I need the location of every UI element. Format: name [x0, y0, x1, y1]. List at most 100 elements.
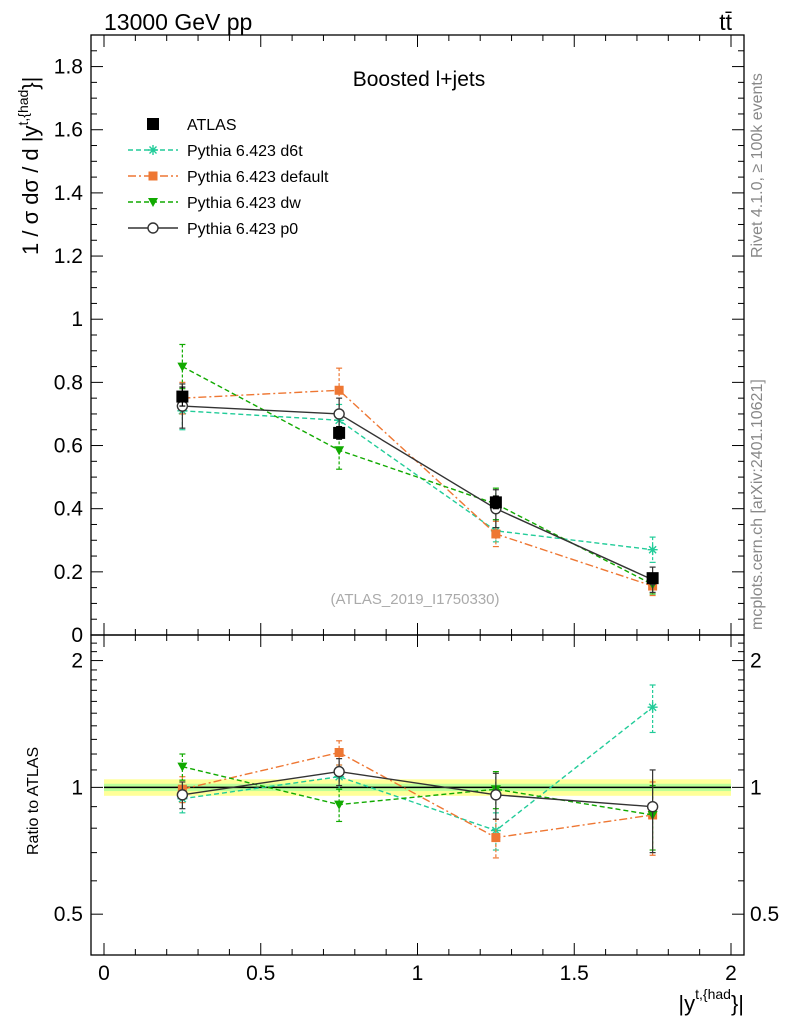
legend-entry: Pythia 6.423 d6t: [128, 143, 303, 160]
marker-shape: [333, 408, 345, 420]
ratio-point: [334, 800, 345, 810]
y-axis-label-main: 1 / σ dσ / d |yt,{had}|: [15, 77, 43, 255]
ratio-point: [490, 789, 502, 801]
x-tick-label: 0: [98, 962, 110, 985]
marker-shape: [177, 362, 188, 372]
ratio-tick-label-right: 0.5: [750, 903, 779, 926]
analysis-id: (ATLAS_2019_I1750330): [330, 591, 499, 608]
y-tick-label: 1.4: [54, 182, 84, 205]
ratio-series-3: [176, 758, 659, 854]
chart-title: Boosted l+jets: [353, 68, 486, 91]
main-panel-axes: 0 0.2 0.4 0.6 0.8 1 1.2 1.4 1.6 1.8: [54, 34, 745, 647]
legend-marker: [148, 145, 158, 155]
legend-label: Pythia 6.423 dw: [187, 195, 301, 212]
x-tick-label: 0.5: [246, 962, 275, 985]
y-tick-label: 0: [71, 624, 83, 647]
legend-label: Pythia 6.423 p0: [187, 221, 298, 238]
atlas-data-point: [646, 572, 659, 585]
x-axis-label: |yt,{had}|: [678, 986, 744, 1016]
series-line: [182, 410, 653, 551]
ratio-tick-label-left: 1: [71, 776, 83, 799]
marker-shape: [176, 789, 189, 801]
atlas-data-point: [176, 390, 189, 403]
mcplots-label: mcplots.cern.ch [arXiv:2401.10621]: [749, 379, 766, 630]
marker-shape: [334, 748, 344, 758]
legend-entry: Pythia 6.423 default: [128, 169, 329, 186]
atlas-data: [176, 386, 659, 585]
series-line: [182, 389, 653, 587]
y-tick-label: 0.2: [54, 561, 83, 584]
rivet-label: Rivet 4.1.0, ≥ 100k events: [749, 73, 766, 258]
x-axis-label-end: }|: [731, 991, 744, 1016]
legend-marker: [147, 118, 159, 130]
ratio-tick-label-left: 2: [71, 650, 83, 673]
x-tick-label: 1: [412, 962, 424, 985]
data-point: [334, 385, 344, 395]
marker-shape: [334, 800, 345, 810]
process-label: tt̄: [719, 9, 732, 35]
ratio-point: [333, 765, 345, 778]
series-2: [177, 343, 658, 595]
ratio-tick-label-right: 1: [750, 776, 762, 799]
legend-entry: Pythia 6.423 dw: [128, 195, 301, 212]
atlas-data-point: [489, 496, 502, 509]
legend-label: Pythia 6.423 d6t: [187, 143, 303, 160]
ratio-series-1: [177, 740, 658, 859]
ratio-line: [182, 770, 653, 808]
x-tick-label: 1.5: [560, 962, 589, 985]
marker-shape: [147, 222, 159, 234]
atlas-data-point: [333, 426, 346, 439]
legend-marker: [147, 222, 159, 234]
marker-shape: [334, 446, 345, 456]
y-tick-label: 1.8: [54, 56, 83, 79]
marker-shape: [148, 171, 158, 181]
energy-label: 13000 GeV pp: [104, 9, 252, 35]
data-point: [177, 362, 188, 372]
y-tick-label: 1.6: [54, 119, 83, 142]
ratio-line: [182, 765, 653, 816]
marker-shape: [147, 118, 159, 130]
marker-shape: [646, 572, 659, 585]
y-axis-label-main-base: 1 / σ dσ / d |y: [18, 126, 43, 255]
y-tick-label: 0.4: [54, 498, 84, 521]
marker-shape: [148, 198, 158, 207]
y-axis-label-ratio: Ratio to ATLAS: [25, 747, 42, 855]
y-axis-label-main-text: 1 / σ dσ / d |yt,{had}|: [15, 77, 43, 255]
x-axis-label-base: |y: [678, 991, 695, 1016]
ratio-panel-axes: 0 0.5 1 1.5 2 0.5 0.5 1 1 2 2: [54, 634, 779, 985]
ratio-point: [491, 833, 501, 843]
ratio-series-0: [177, 684, 658, 851]
data-point: [333, 408, 345, 420]
ratio-point: [647, 702, 658, 713]
ratio-tick-label-right: 2: [750, 650, 762, 673]
x-axis-label-sup: t,{had: [695, 986, 731, 1002]
series-line: [182, 405, 653, 581]
main-panel-series: [176, 343, 659, 597]
y-tick-label: 0.6: [54, 435, 83, 458]
ratio-point: [177, 762, 188, 772]
ratio-panel-series: [176, 684, 659, 859]
data-point: [647, 544, 658, 555]
marker-shape: [647, 702, 658, 713]
legend-marker: [148, 198, 158, 207]
ratio-line: [182, 706, 654, 832]
marker-shape: [491, 833, 501, 843]
marker-shape: [334, 385, 344, 395]
series-line: [182, 365, 653, 586]
ratio-line: [182, 751, 653, 839]
legend-label: Pythia 6.423 default: [187, 169, 329, 186]
data-point: [491, 529, 501, 539]
marker-shape: [333, 765, 345, 778]
marker-shape: [490, 789, 502, 801]
marker-shape: [177, 762, 188, 772]
marker-shape: [646, 800, 659, 813]
marker-shape: [491, 529, 501, 539]
ratio-point: [646, 800, 659, 813]
y-axis-label-main-end: }|: [18, 77, 43, 90]
legend-label: ATLAS: [187, 117, 237, 134]
ratio-point: [334, 748, 344, 758]
marker-shape: [489, 496, 502, 509]
x-tick-label: 2: [725, 962, 737, 985]
ratio-point: [176, 789, 189, 801]
